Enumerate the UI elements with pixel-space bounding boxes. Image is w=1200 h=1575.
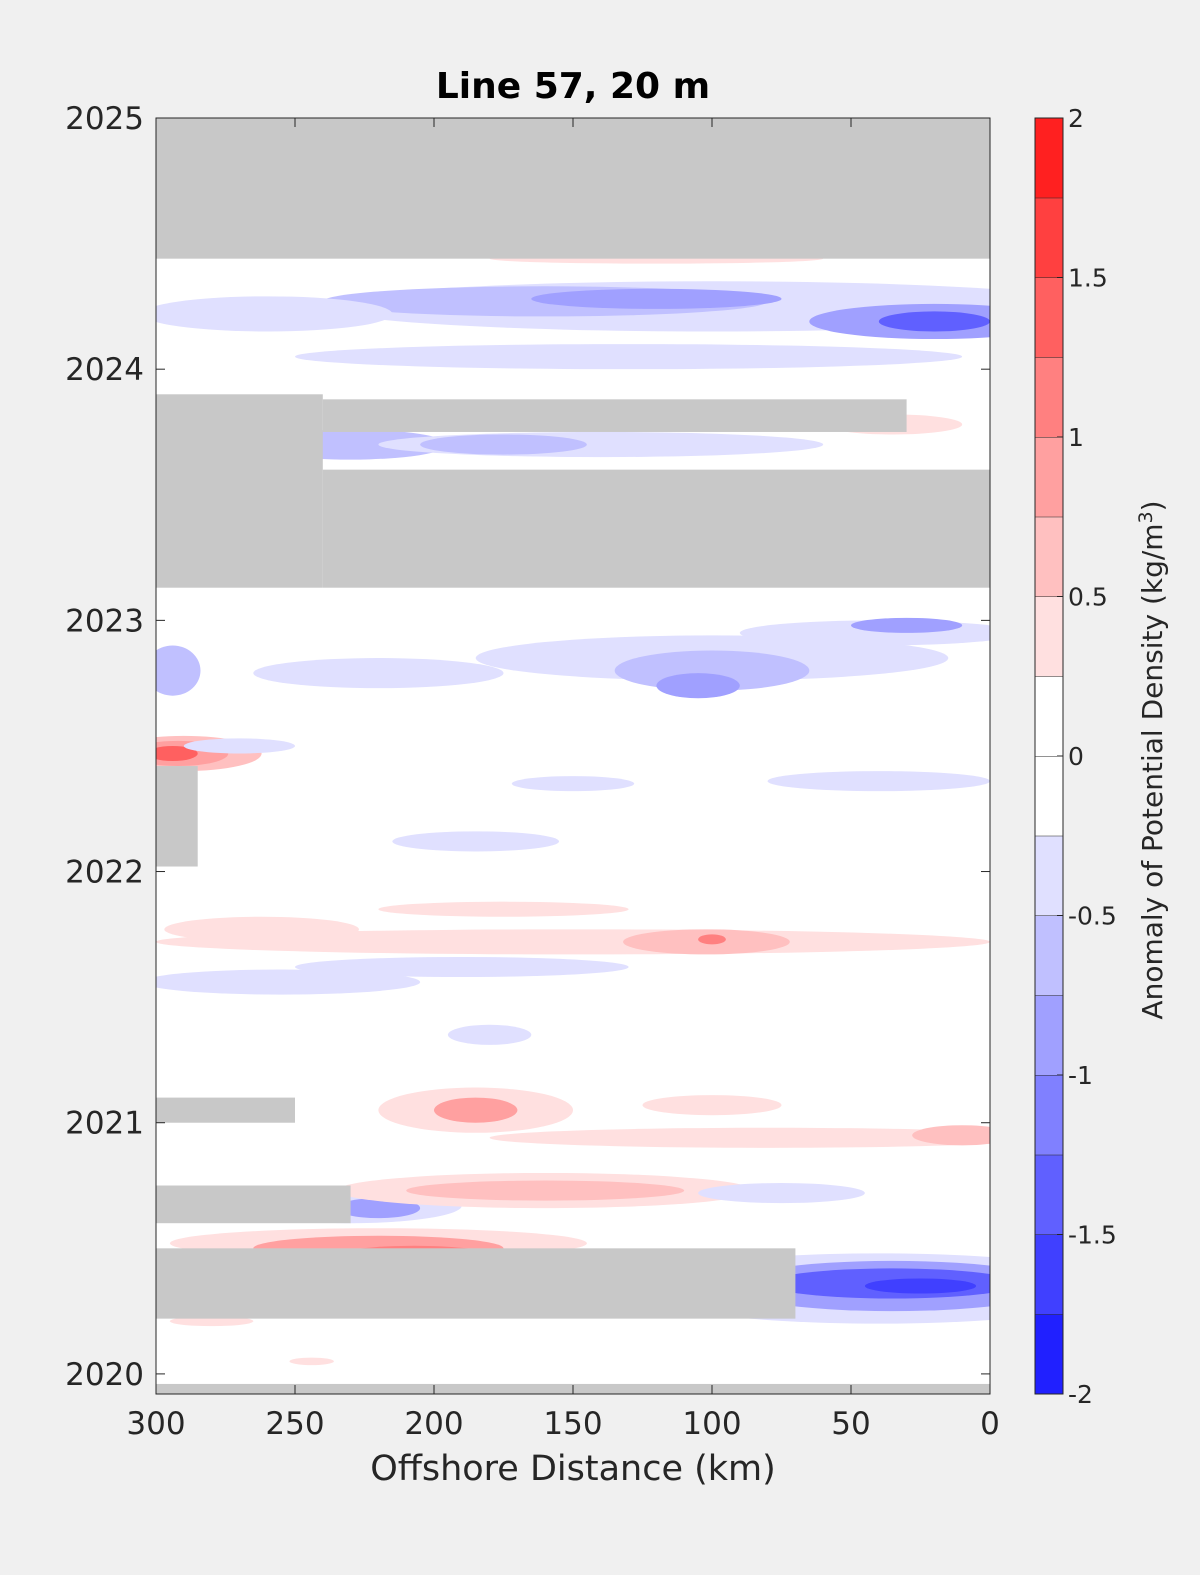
- anomaly-feature-33: [156, 969, 421, 995]
- chart-title: Line 57, 20 m: [436, 66, 710, 107]
- x-tick-label-50: 50: [831, 1406, 870, 1442]
- anomaly-feature-25: [767, 771, 990, 792]
- colorbar-tick-label--1: -1: [1068, 1061, 1093, 1090]
- colorbar-label: Anomaly of Potential Density (kg/m3): [1135, 500, 1169, 1019]
- anomaly-feature-5: [156, 296, 393, 332]
- colorbar-segment-10: [1035, 516, 1063, 597]
- colorbar-label-sup: 3: [1135, 511, 1157, 523]
- y-tick-label-2021: 2021: [65, 1106, 144, 1142]
- anomaly-feature-34: [447, 1024, 532, 1045]
- colorbar-label-main: Anomaly of Potential Density (kg/m: [1136, 523, 1169, 1019]
- anomaly-feature-6: [294, 344, 963, 370]
- anomaly-feature-51: [864, 1278, 977, 1294]
- anomaly-feature-32: [698, 934, 726, 945]
- missing-region-6: [156, 1185, 351, 1224]
- anomaly-feature-23: [183, 738, 295, 754]
- x-tick-label-250: 250: [265, 1406, 324, 1442]
- x-tick-label-100: 100: [682, 1406, 741, 1442]
- anomaly-feature-44: [698, 1183, 865, 1204]
- colorbar-segment-5: [1035, 915, 1063, 996]
- anomaly-feature-36: [434, 1097, 518, 1123]
- anomaly-feature-17: [851, 617, 963, 633]
- anomaly-feature-15: [656, 673, 740, 699]
- missing-region-5: [156, 1097, 295, 1123]
- missing-region-3: [322, 399, 907, 432]
- colorbar-segment-0: [1035, 1314, 1063, 1394]
- colorbar-segment-9: [1035, 596, 1063, 677]
- colorbar-tick-label--1.5: -1.5: [1068, 1221, 1117, 1250]
- anomaly-feature-4: [878, 311, 990, 332]
- colorbar-segment-6: [1035, 835, 1063, 916]
- colorbar-label-end: ): [1136, 500, 1169, 511]
- x-axis-label: Offshore Distance (km): [370, 1449, 776, 1489]
- x-tick-label-200: 200: [404, 1406, 463, 1442]
- x-tick-label-300: 300: [126, 1406, 185, 1442]
- y-tick-label-2020: 2020: [65, 1357, 144, 1393]
- colorbar-tick-label-2: 2: [1068, 104, 1084, 133]
- colorbar-segment-15: [1035, 118, 1063, 198]
- colorbar: -2 -1.5 -1 -0.5 0 0.5 1 1.5 2: [1034, 104, 1117, 1409]
- colorbar-segment-8: [1035, 676, 1063, 756]
- colorbar-segment-14: [1035, 197, 1063, 278]
- x-axis: 300 250 200 150 100 50 0: [126, 118, 1000, 1442]
- colorbar-tick-label-1.5: 1.5: [1068, 264, 1108, 293]
- missing-region-7: [156, 1248, 796, 1319]
- anomaly-feature-24: [511, 776, 635, 792]
- anomaly-feature-22: [156, 745, 198, 762]
- colorbar-segment-4: [1035, 995, 1063, 1075]
- y-tick-label-2023: 2023: [65, 603, 144, 639]
- y-tick-label-2022: 2022: [65, 855, 144, 891]
- anomaly-feature-41: [336, 1198, 421, 1219]
- colorbar-tick-label--2: -2: [1068, 1380, 1093, 1409]
- colorbar-tick-label--0.5: -0.5: [1068, 902, 1117, 931]
- anomaly-feature-11: [420, 434, 587, 455]
- anomaly-feature-37: [642, 1095, 782, 1116]
- missing-region-0: [156, 118, 990, 259]
- anomaly-feature-18: [253, 658, 504, 689]
- y-tick-label-2025: 2025: [65, 101, 144, 137]
- anomaly-feature-30: [164, 916, 359, 942]
- x-tick-label-0: 0: [980, 1406, 1000, 1442]
- anomaly-feature-39: [912, 1125, 990, 1146]
- missing-region-2: [322, 469, 990, 588]
- anomaly-feature-27: [378, 901, 629, 917]
- missing-region-4: [156, 766, 198, 867]
- anomaly-feature-28: [295, 956, 629, 978]
- colorbar-segment-7: [1035, 756, 1063, 836]
- colorbar-segment-1: [1035, 1234, 1063, 1315]
- y-tick-label-2024: 2024: [65, 352, 144, 388]
- colorbar-tick-label-1: 1: [1068, 423, 1084, 452]
- anomaly-feature-43: [406, 1180, 685, 1201]
- colorbar-segment-3: [1035, 1075, 1063, 1155]
- colorbar-segment-2: [1035, 1154, 1063, 1235]
- colorbar-segment-12: [1035, 357, 1063, 437]
- anomaly-feature-19: [156, 645, 201, 696]
- anomaly-feature-26: [392, 831, 560, 852]
- anomaly-feature-29: [156, 929, 990, 955]
- y-axis: 2020 2021 2022 2023 2024 2025: [65, 101, 990, 1393]
- anomaly-feature-38: [489, 1127, 990, 1148]
- x-tick-label-150: 150: [543, 1406, 602, 1442]
- missing-region-1: [156, 394, 323, 588]
- anomaly-feature-53: [289, 1357, 334, 1366]
- colorbar-segment-13: [1035, 277, 1063, 358]
- colorbar-segment-11: [1035, 437, 1063, 517]
- anomaly-feature-2: [531, 288, 782, 309]
- colorbar-tick-label-0.5: 0.5: [1068, 583, 1108, 612]
- colorbar-tick-label-0: 0: [1068, 742, 1084, 771]
